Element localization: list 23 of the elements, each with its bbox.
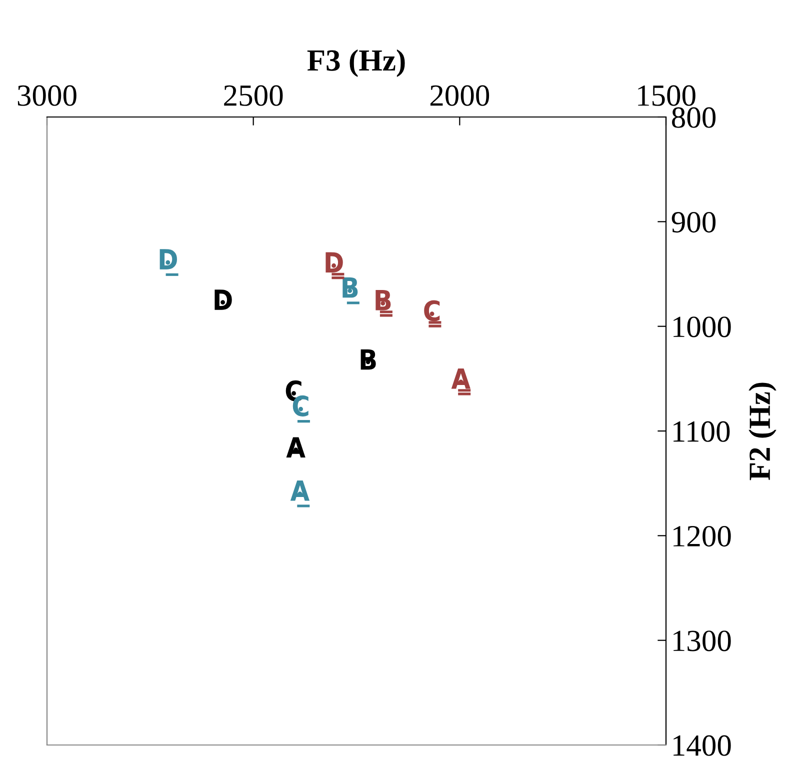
y-tick-label: 900 bbox=[672, 212, 716, 233]
x-tick-label: 2000 bbox=[430, 85, 490, 106]
y-tick-label: 1300 bbox=[674, 630, 731, 652]
x-tick-label: 2500 bbox=[224, 85, 283, 106]
y-tick-label: 1100 bbox=[674, 421, 730, 442]
x-tick-label: 1500 bbox=[638, 85, 696, 106]
y-tick-label: 800 bbox=[672, 107, 716, 128]
y-tick-label: 1000 bbox=[674, 316, 731, 338]
x-tick-label: 3000 bbox=[18, 85, 76, 106]
data-label: C̳ bbox=[424, 300, 442, 328]
y-axis-title: F2 (Hz) bbox=[748, 382, 776, 480]
data-label: A̲ bbox=[290, 480, 310, 508]
data-label: B bbox=[360, 349, 376, 370]
data-label: D bbox=[214, 290, 232, 310]
data-label: B̲ bbox=[342, 277, 360, 304]
x-axis-title: F3 (Hz) bbox=[307, 49, 405, 78]
y-tick-label: 1400 bbox=[674, 735, 731, 756]
data-label: A̳ bbox=[451, 368, 471, 396]
data-label: D̲ bbox=[160, 249, 178, 276]
data-label: B̳ bbox=[376, 290, 392, 317]
data-label: A bbox=[286, 437, 306, 458]
y-tick-label: 1200 bbox=[674, 526, 731, 547]
data-label: D̳ bbox=[326, 252, 344, 280]
